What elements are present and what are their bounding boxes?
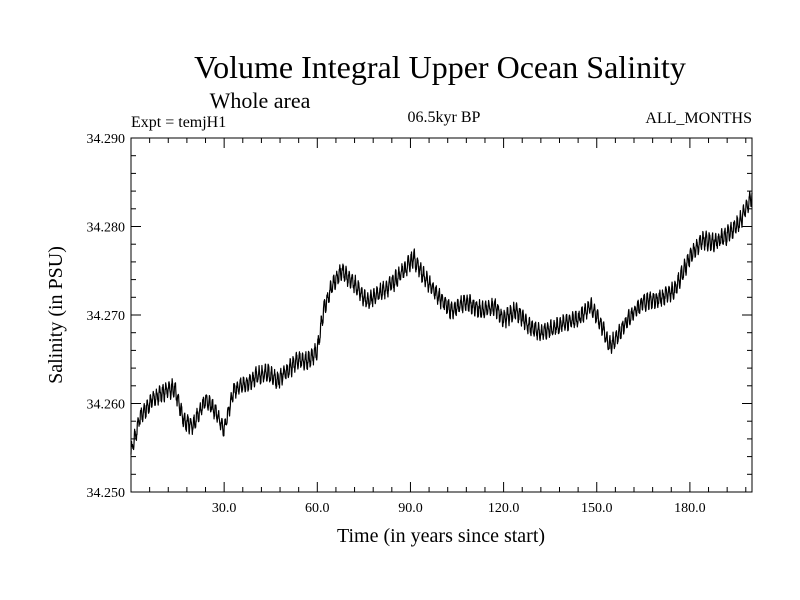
x-tick-label: 180.0 <box>674 501 706 516</box>
x-tick-label: 30.0 <box>212 501 237 516</box>
y-tick-label: 34.290 <box>87 132 126 147</box>
x-tick-label: 90.0 <box>398 501 423 516</box>
x-axis-label: Time (in years since start) <box>337 525 545 547</box>
x-tick-label: 120.0 <box>488 501 520 516</box>
ticks-layer: 30.0 60.0 90.0 120.0 150.0 180.0 34.250 34.260 3… <box>87 132 752 516</box>
months-label: ALL_MONTHS <box>645 110 752 127</box>
y-tick-label: 34.280 <box>87 221 126 236</box>
y-tick-label: 34.260 <box>87 398 126 413</box>
y-tick-label: 34.270 <box>87 309 126 324</box>
chart-title: Volume Integral Upper Ocean Salinity <box>194 49 686 85</box>
y-tick-label: 34.250 <box>87 486 126 501</box>
period-label: 06.5kyr BP <box>408 109 481 126</box>
x-tick-label: 150.0 <box>581 501 613 516</box>
y-axis-label: Salinity (in PSU) <box>45 246 67 384</box>
series-line-salinity <box>130 191 753 455</box>
chart-subtitle: Whole area <box>210 88 311 113</box>
x-tick-label: 60.0 <box>305 501 330 516</box>
experiment-label: Expt = temjH1 <box>131 114 226 131</box>
plot-frame <box>130 137 753 493</box>
